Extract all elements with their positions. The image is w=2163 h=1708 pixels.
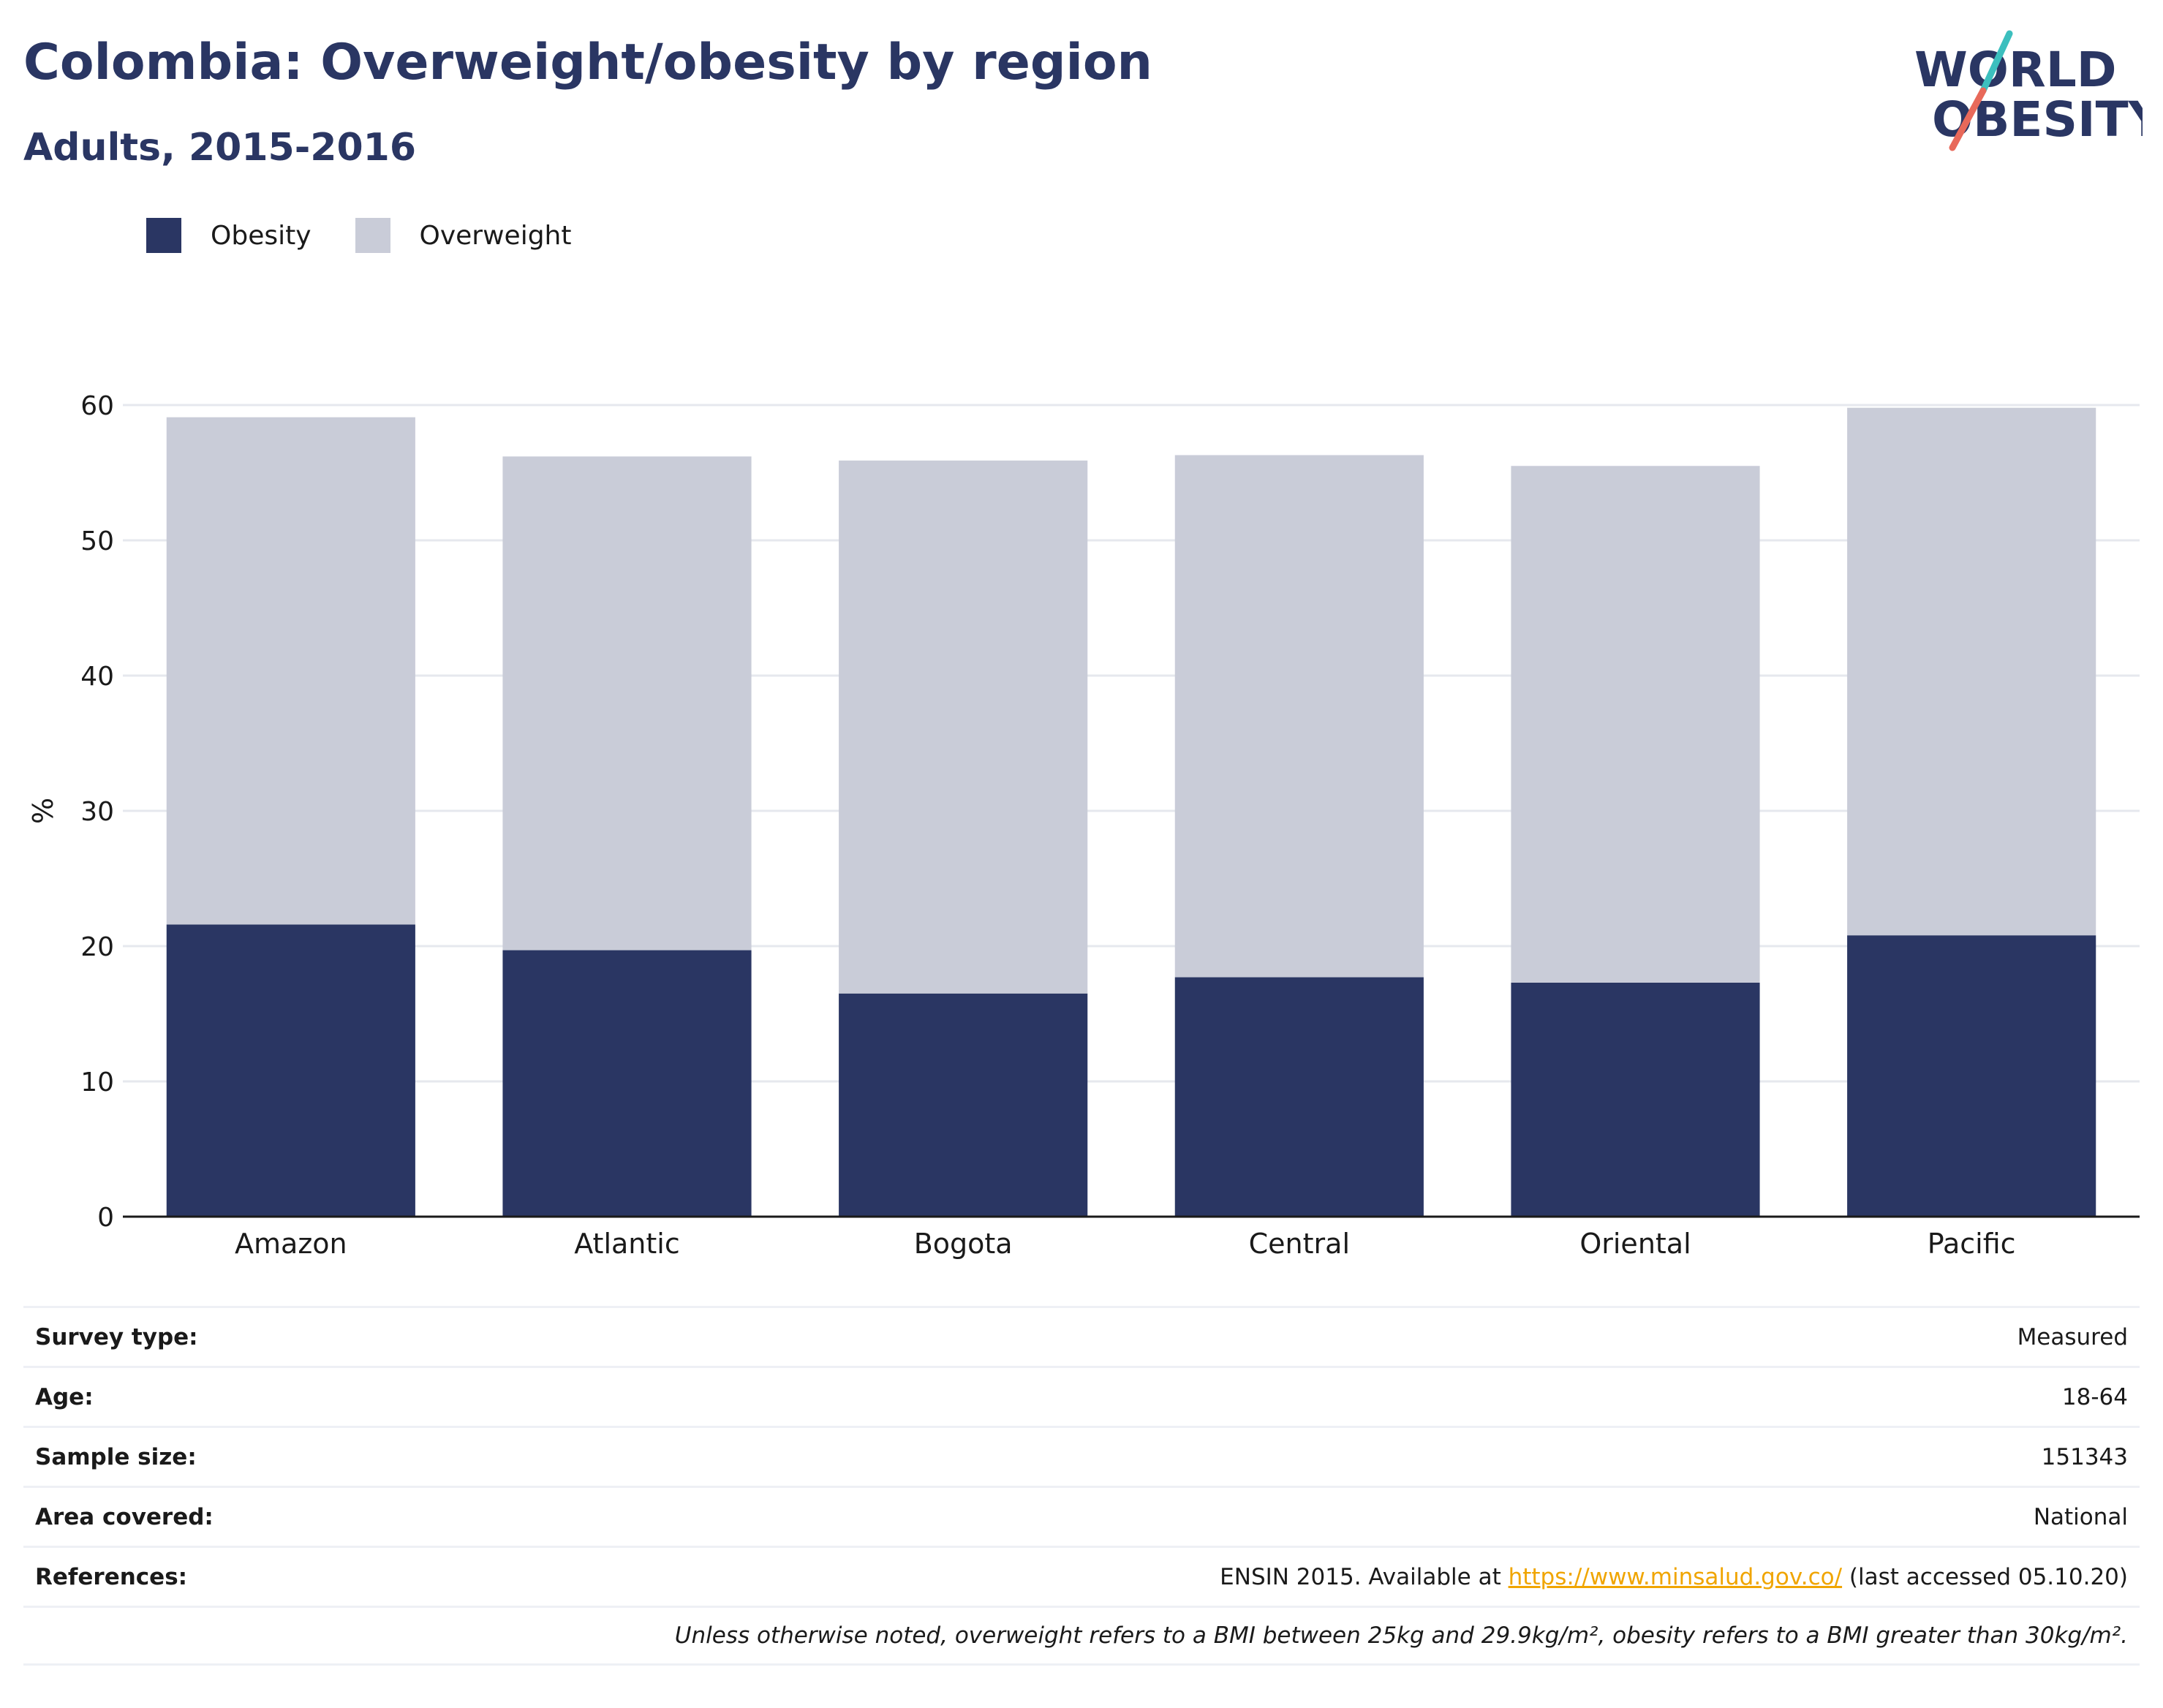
legend-item-overweight[interactable]: Overweight [355, 218, 572, 253]
survey-info-table: Survey type: Measured Age: 18-64 Sample … [23, 1306, 2140, 1666]
info-value: National [2033, 1503, 2128, 1530]
y-tick-label: 50 [80, 526, 114, 556]
bar-obesity-amazon [166, 924, 415, 1217]
info-label: Sample size: [35, 1443, 197, 1470]
info-row-age: Age: 18-64 [23, 1366, 2140, 1426]
y-tick-label: 0 [97, 1203, 114, 1233]
world-obesity-logo: WORLD OBESITY [1914, 30, 2143, 151]
bar-overweight-amazon [166, 417, 415, 925]
legend-label-obesity: Obesity [211, 220, 312, 251]
logo-line2: OBESITY [1932, 91, 2143, 148]
reference-prefix: ENSIN 2015. Available at [1220, 1563, 1509, 1590]
y-tick-label: 60 [80, 391, 114, 421]
info-row-references: References: ENSIN 2015. Available at htt… [23, 1546, 2140, 1606]
legend-swatch-obesity [146, 218, 181, 253]
legend-item-obesity[interactable]: Obesity [146, 218, 312, 253]
x-tick-label: Pacific [1928, 1228, 2016, 1260]
x-tick-label: Central [1249, 1228, 1350, 1260]
y-tick-label: 20 [80, 932, 114, 962]
stacked-bar-chart: 0 10 20 30 40 50 60% Amazon Atlantic Bogota Centra… [27, 391, 2140, 1260]
y-tick-label: 30 [80, 797, 114, 827]
y-tick-label: 10 [80, 1068, 114, 1097]
info-value: ENSIN 2015. Available at https://www.min… [1220, 1564, 2128, 1590]
chart-subtitle: Adults, 2015-2016 [23, 126, 417, 170]
logo-line1: WORLD [1914, 42, 2117, 98]
chart-title: Colombia: Overweight/obesity by region [23, 34, 1152, 91]
bar-overweight-bogota [839, 460, 1088, 994]
legend-label-overweight: Overweight [419, 220, 572, 251]
info-label: Area covered: [35, 1503, 214, 1530]
bar-obesity-oriental [1511, 982, 1760, 1217]
info-value: Measured [2017, 1323, 2128, 1350]
bar-obesity-bogota [839, 993, 1088, 1217]
bar-overweight-atlantic [502, 456, 752, 951]
bar-overweight-central [1174, 455, 1424, 978]
bar-overweight-pacific [1847, 407, 2096, 936]
reference-link[interactable]: https://www.minsalud.gov.co/ [1508, 1563, 1843, 1590]
footnote: Unless otherwise noted, overweight refer… [23, 1606, 2140, 1666]
x-tick-label: Atlantic [574, 1228, 680, 1260]
y-tick-label: 40 [80, 662, 114, 692]
bar-obesity-central [1174, 977, 1424, 1217]
reference-suffix: (last accessed 05.10.20) [1842, 1563, 2128, 1590]
y-axis-label: % [27, 798, 59, 824]
info-label: References: [35, 1563, 188, 1590]
bar-obesity-atlantic [502, 950, 752, 1217]
bar-overweight-oriental [1511, 466, 1760, 983]
info-label: Survey type: [35, 1323, 198, 1350]
x-tick-label: Bogota [914, 1228, 1013, 1260]
info-row-survey-type: Survey type: Measured [23, 1306, 2140, 1366]
bar-obesity-pacific [1847, 935, 2096, 1217]
info-row-area-covered: Area covered: National [23, 1486, 2140, 1546]
legend-swatch-overweight [355, 218, 390, 253]
footnote-text: Unless otherwise noted, overweight refer… [674, 1622, 2128, 1649]
x-tick-label: Oriental [1579, 1228, 1691, 1260]
legend: Obesity Overweight [146, 216, 615, 254]
info-value: 18-64 [2061, 1383, 2128, 1410]
info-row-sample-size: Sample size: 151343 [23, 1426, 2140, 1486]
info-label: Age: [35, 1383, 94, 1410]
info-value: 151343 [2041, 1443, 2128, 1470]
x-tick-label: Amazon [235, 1228, 347, 1260]
